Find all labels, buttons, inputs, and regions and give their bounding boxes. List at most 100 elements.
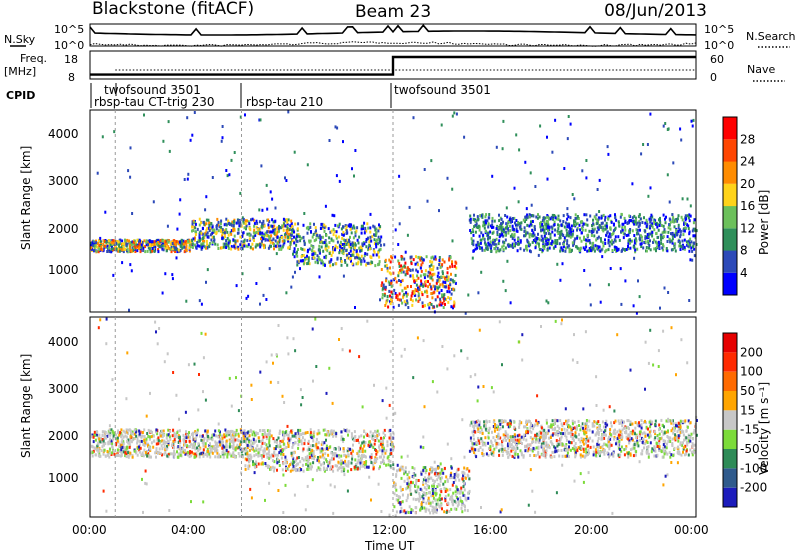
scatter-cell xyxy=(475,225,478,229)
scatter-cell xyxy=(561,248,564,252)
scatter-cell xyxy=(388,271,391,275)
scatter-cell xyxy=(687,224,690,228)
scatter-cell xyxy=(363,231,366,235)
scatter-cell xyxy=(194,233,197,236)
scatter-cell xyxy=(598,245,601,249)
scatter-cell xyxy=(359,465,362,468)
scatter-cell xyxy=(312,256,315,260)
scatter-cell xyxy=(477,291,480,295)
scatter-cell xyxy=(419,266,422,270)
scatter-cell xyxy=(431,468,434,472)
scatter-cell xyxy=(119,248,122,252)
scatter-cell xyxy=(513,238,516,242)
scatter-cell xyxy=(173,240,176,244)
scatter-cell xyxy=(419,497,422,500)
scatter-cell xyxy=(164,451,167,455)
scatter-cell xyxy=(311,249,313,253)
scatter-cell xyxy=(268,456,271,460)
scatter-cell xyxy=(308,458,310,462)
scatter-cell xyxy=(583,237,585,241)
scatter-cell xyxy=(370,456,373,459)
scatter-cell xyxy=(358,435,361,439)
scatter-cell xyxy=(618,238,621,242)
scatter-cell xyxy=(286,223,289,227)
scatter-cell xyxy=(400,489,403,493)
scatter-cell xyxy=(134,430,137,434)
scatter-cell xyxy=(157,241,159,244)
scatter-cell xyxy=(245,458,248,462)
scatter-cell xyxy=(479,246,482,250)
scatter-cell xyxy=(188,246,191,250)
scatter-cell xyxy=(230,158,233,162)
scatter-cell xyxy=(501,245,504,249)
scatter-cell xyxy=(128,308,130,312)
scatter-cell xyxy=(385,463,388,467)
scatter-cell xyxy=(443,260,446,264)
scatter-cell xyxy=(407,267,410,271)
scatter-cell xyxy=(417,294,420,298)
scatter-cell xyxy=(373,442,376,446)
scatter-cell xyxy=(245,432,248,436)
scatter-cell xyxy=(686,214,689,218)
scatter-cell xyxy=(253,454,256,458)
scatter-cell xyxy=(171,273,174,277)
scatter-cell xyxy=(118,243,121,247)
scatter-cell xyxy=(247,464,250,468)
scatter-cell xyxy=(313,250,316,254)
scatter-cell xyxy=(688,230,691,234)
scatter-cell xyxy=(457,473,460,477)
scatter-cell xyxy=(439,283,442,287)
scatter-cell xyxy=(588,249,590,253)
scatter-cell xyxy=(130,249,133,252)
scatter-cell xyxy=(376,242,379,246)
scatter-cell xyxy=(291,231,294,234)
scatter-cell xyxy=(513,234,515,238)
scatter-cell xyxy=(341,251,344,255)
scatter-cell xyxy=(669,220,672,224)
scatter-cell xyxy=(263,234,266,238)
scatter-cell xyxy=(272,226,275,230)
scatter-cell xyxy=(138,432,141,436)
scatter-cell xyxy=(287,444,290,448)
scatter-cell xyxy=(254,462,257,466)
scatter-cell xyxy=(116,240,119,243)
scatter-cell xyxy=(179,198,182,202)
scatter-cell xyxy=(430,494,433,498)
scatter-cell xyxy=(444,302,446,306)
scatter-cell xyxy=(473,213,475,217)
scatter-cell xyxy=(517,237,519,241)
scatter-cell xyxy=(672,216,675,220)
scatter-cell xyxy=(209,233,212,237)
scatter-cell xyxy=(436,266,439,270)
scatter-cell xyxy=(348,240,351,244)
scatter-cell xyxy=(669,238,671,242)
scatter-cell xyxy=(645,224,648,228)
scatter-cell xyxy=(285,218,288,222)
scatter-cell xyxy=(273,466,276,470)
scatter-cell xyxy=(317,255,320,259)
scatter-cell xyxy=(252,235,255,239)
scatter-cell xyxy=(115,247,118,251)
scatter-cell xyxy=(500,222,502,226)
scatter-cell xyxy=(295,235,298,239)
scatter-cell xyxy=(576,222,579,226)
scatter-cell xyxy=(395,494,398,497)
scatter-cell xyxy=(191,229,193,233)
scatter-cell xyxy=(206,235,209,239)
scatter-cell xyxy=(291,429,294,432)
scatter-cell xyxy=(195,230,198,234)
scatter-cell xyxy=(232,453,235,457)
scatter-cell xyxy=(271,230,274,234)
scatter-cell xyxy=(412,476,415,479)
scatter-cell xyxy=(324,225,327,229)
scatter-cell xyxy=(398,264,401,268)
scatter-cell xyxy=(666,249,669,253)
scatter-cell xyxy=(252,442,255,445)
scatter-cell xyxy=(141,431,144,434)
scatter-cell xyxy=(92,435,95,439)
scatter-cell xyxy=(364,441,367,444)
scatter-cell xyxy=(336,468,339,472)
scatter-cell xyxy=(401,265,404,269)
scatter-cell xyxy=(639,238,642,242)
scatter-cell xyxy=(415,283,418,287)
